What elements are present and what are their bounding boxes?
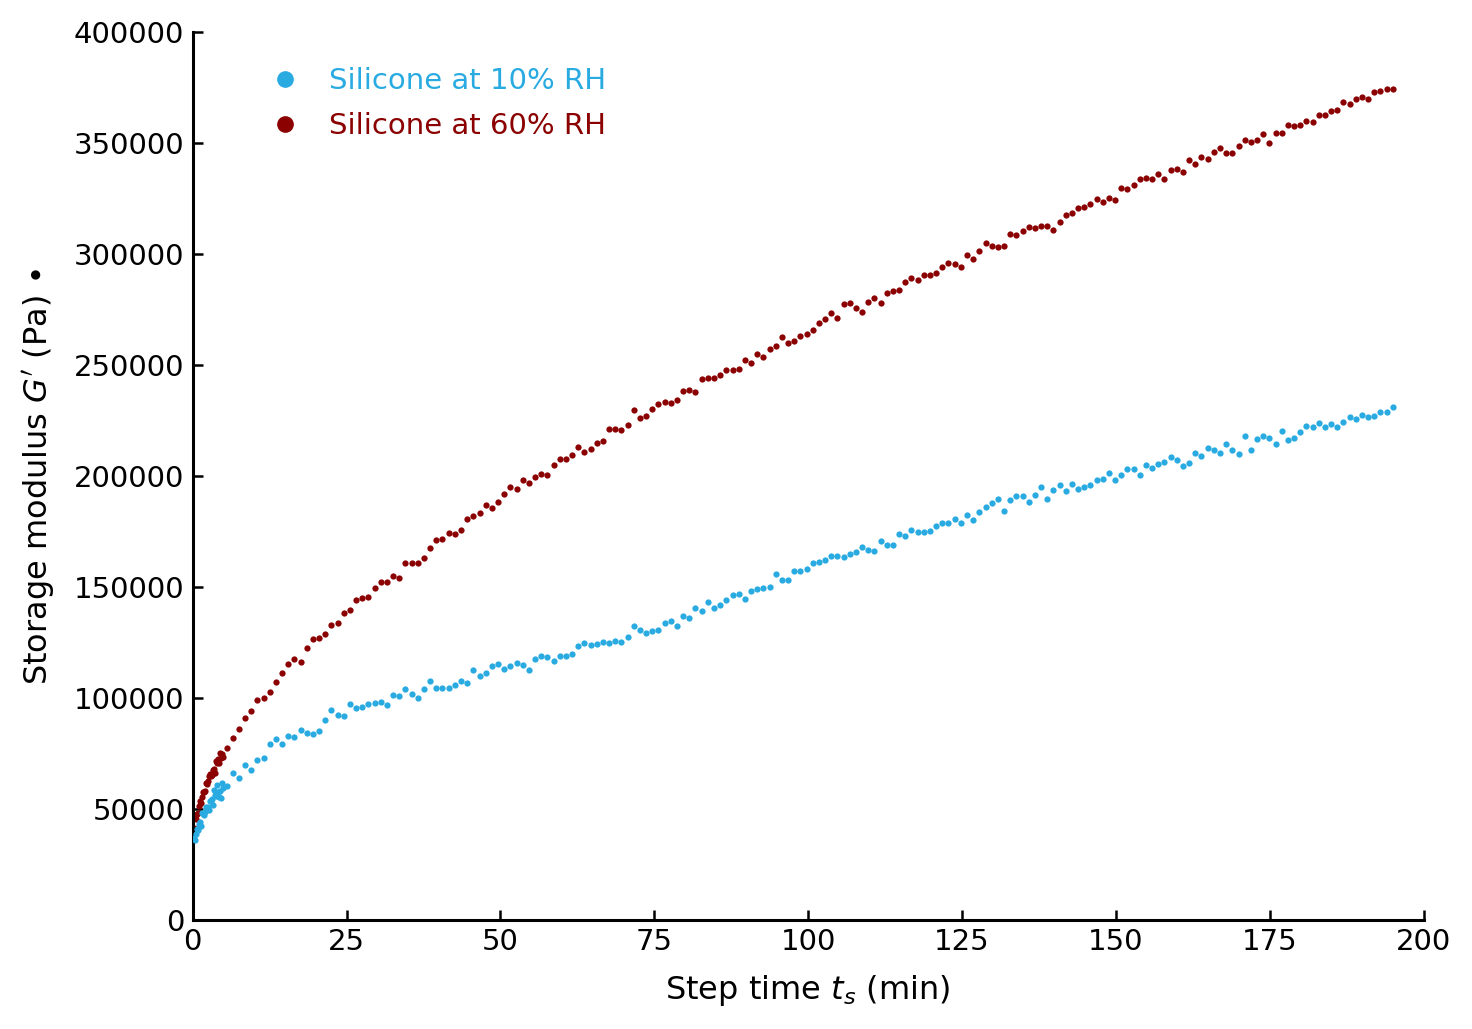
Silicone at 60% RH bbox=[1217, 147, 1235, 159]
Silicone at 10% RH bbox=[434, 682, 452, 695]
Silicone at 60% RH bbox=[1378, 82, 1395, 95]
Legend: Silicone at 10% RH, Silicone at 60% RH: Silicone at 10% RH, Silicone at 60% RH bbox=[244, 56, 618, 152]
Silicone at 10% RH bbox=[185, 835, 203, 847]
Line: Silicone at 10% RH: Silicone at 10% RH bbox=[191, 403, 1395, 844]
Silicone at 10% RH bbox=[1181, 457, 1198, 469]
Silicone at 10% RH bbox=[761, 580, 779, 593]
Silicone at 60% RH bbox=[1384, 82, 1401, 95]
Silicone at 10% RH bbox=[1248, 432, 1266, 445]
X-axis label: Step time $\mathit{t}_\mathit{s}$ (min): Step time $\mathit{t}_\mathit{s}$ (min) bbox=[665, 973, 951, 1008]
Silicone at 10% RH bbox=[409, 691, 427, 704]
Silicone at 10% RH bbox=[1223, 445, 1241, 457]
Y-axis label: Storage modulus $\mathit{G}'$ (Pa) $\bullet$: Storage modulus $\mathit{G}'$ (Pa) $\bul… bbox=[21, 268, 57, 685]
Silicone at 60% RH bbox=[1175, 167, 1192, 179]
Silicone at 60% RH bbox=[403, 557, 421, 569]
Silicone at 60% RH bbox=[427, 534, 445, 546]
Silicone at 10% RH bbox=[185, 831, 203, 844]
Line: Silicone at 60% RH: Silicone at 60% RH bbox=[191, 85, 1395, 831]
Silicone at 60% RH bbox=[185, 822, 203, 835]
Silicone at 60% RH bbox=[1242, 136, 1260, 148]
Silicone at 60% RH bbox=[755, 351, 773, 363]
Silicone at 10% RH bbox=[1384, 401, 1401, 414]
